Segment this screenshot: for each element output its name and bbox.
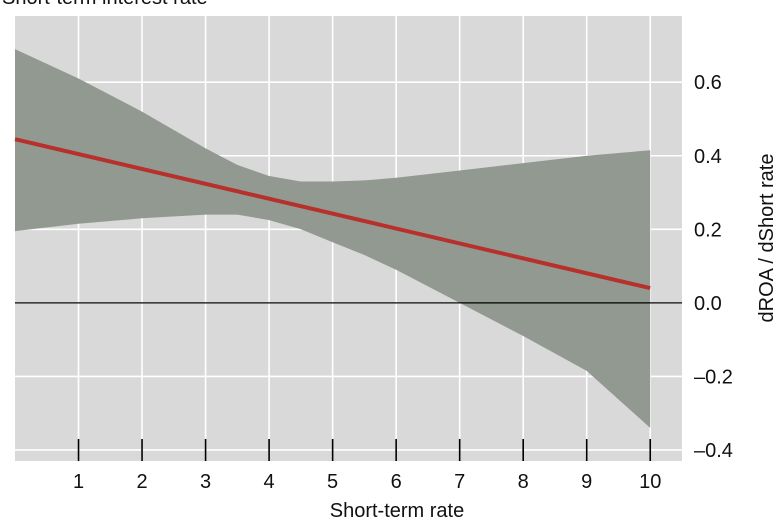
y-axis: 0.6 0.4 0.2 0.0 –0.2 –0.4 <box>694 72 733 462</box>
x-tick-label: 10 <box>639 471 661 493</box>
x-tick-label: 6 <box>391 471 402 493</box>
y-tick-label: –0.4 <box>694 440 733 462</box>
x-tick-label: 2 <box>136 471 147 493</box>
estimate-line <box>14 137 651 291</box>
y-tick-label: 0.4 <box>694 146 722 168</box>
x-tick-label: 7 <box>454 471 465 493</box>
x-tick-label: 1 <box>73 471 84 493</box>
x-tick-label: 8 <box>518 471 529 493</box>
x-tick-label: 3 <box>200 471 211 493</box>
y-tick-label: –0.2 <box>694 366 733 388</box>
chart-title: Short-term interest rate <box>2 0 208 9</box>
y-tick-label: 0.2 <box>694 219 722 241</box>
y-tick-label: 0.0 <box>694 293 722 315</box>
x-axis: 1 2 3 4 5 6 7 8 9 10 <box>73 439 661 493</box>
x-tick-label: 5 <box>327 471 338 493</box>
confidence-band <box>15 49 651 428</box>
x-tick-label: 4 <box>264 471 275 493</box>
x-axis-title: Short-term rate <box>330 500 464 522</box>
y-axis-title: dROA / dShort rate <box>756 154 776 323</box>
x-tick-label: 9 <box>581 471 592 493</box>
y-tick-label: 0.6 <box>694 72 722 94</box>
